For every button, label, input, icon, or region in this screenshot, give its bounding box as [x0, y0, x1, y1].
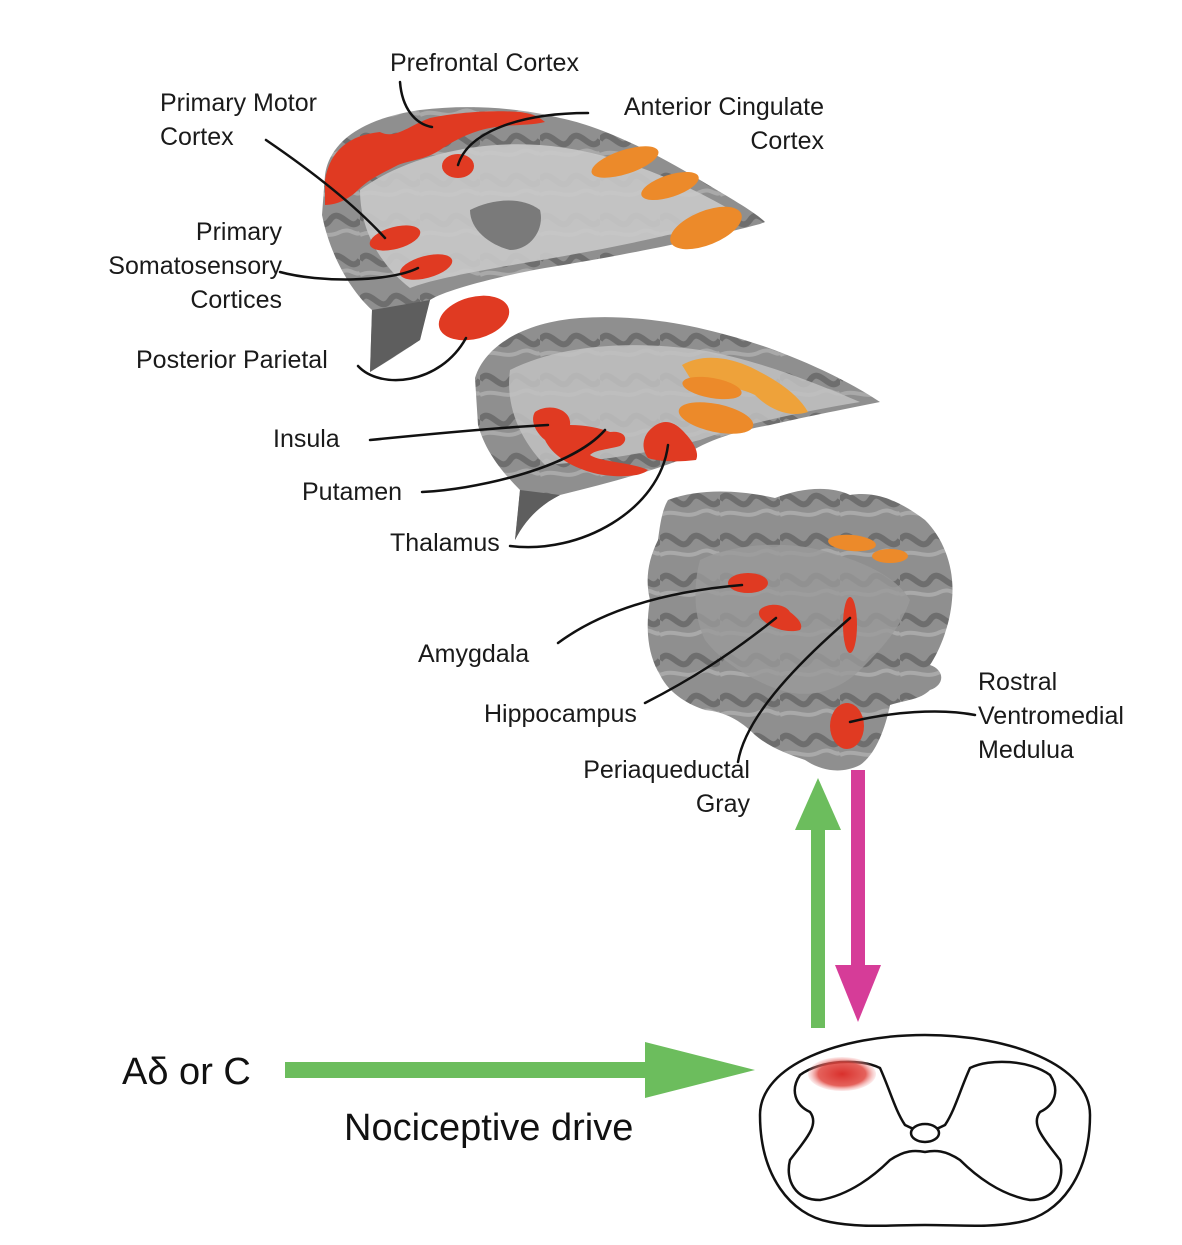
leader-somatosensory	[278, 266, 420, 281]
dorsal-horn-activation	[808, 1057, 876, 1091]
label-amygdala: Amygdala	[418, 640, 530, 668]
amygdala-activation	[728, 573, 768, 593]
orange-activation-mid-2	[678, 402, 754, 434]
descending-arrow	[835, 770, 881, 1022]
label-rostral-ventromedial-medulua: Rostral Ventromedial Medulua	[978, 668, 1124, 764]
acc-activation-orange-3	[670, 206, 742, 250]
leader-prefrontal	[398, 80, 434, 129]
leader-thalamus	[508, 443, 670, 549]
somatosensory-activation	[399, 254, 453, 280]
acc-activation-orange-1	[591, 146, 659, 178]
ascending-arrow	[795, 778, 841, 1028]
acc-activation-orange-2	[641, 172, 699, 200]
nociceptive-input-arrow	[285, 1042, 755, 1098]
brain-slice-upper	[322, 107, 765, 373]
label-putamen: Putamen	[302, 478, 403, 506]
brain-slice-lower	[647, 488, 953, 771]
label-primary-motor-cortex: Primary Motor Cortex	[160, 89, 317, 151]
leader-pag	[736, 616, 852, 764]
leader-putamen	[420, 428, 607, 494]
label-anterior-cingulate-cortex: Anterior Cingulate Cortex	[623, 93, 824, 155]
posterior-parietal-activation	[438, 295, 510, 341]
leader-motor	[264, 138, 387, 240]
leader-rvm	[848, 710, 977, 724]
orange-activation-mid-1	[682, 376, 742, 400]
orange-activation-lower-2	[872, 549, 908, 563]
central-canal	[909, 1122, 941, 1144]
upper-slice-ventricle	[470, 200, 541, 250]
upper-slice-edge	[370, 300, 430, 372]
leader-posterior-parietal	[356, 336, 468, 382]
label-fiber-type: Aδ or C	[122, 1051, 251, 1093]
label-posterior-parietal: Posterior Parietal	[136, 346, 328, 374]
label-periaqueductal-gray: Periaqueductal Gray	[583, 756, 750, 818]
label-primary-somatosensory-cortices: Primary Somatosensory Cortices	[108, 218, 282, 314]
rvm-activation	[830, 703, 864, 749]
middle-slice-edge	[515, 490, 560, 540]
leader-hippocampus	[643, 616, 778, 705]
label-nociceptive-drive: Nociceptive drive	[344, 1107, 634, 1149]
leader-insula	[368, 423, 550, 442]
spinal-cord-section	[758, 1033, 1092, 1227]
label-thalamus: Thalamus	[390, 529, 500, 557]
cingulate-activation-middle	[682, 357, 808, 415]
leader-acc	[456, 111, 590, 167]
motor-activation	[369, 225, 421, 251]
leader-amygdala	[556, 583, 744, 645]
prefrontal-activation	[325, 111, 545, 205]
pag-activation	[843, 597, 857, 653]
label-hippocampus: Hippocampus	[484, 700, 637, 728]
label-insula: Insula	[273, 425, 340, 453]
orange-activation-lower-1	[828, 534, 876, 552]
upper-slice-white-matter	[360, 144, 740, 288]
label-prefrontal-cortex: Prefrontal Cortex	[390, 49, 579, 77]
thalamus-activation	[643, 422, 698, 462]
leader-lines	[264, 80, 977, 764]
